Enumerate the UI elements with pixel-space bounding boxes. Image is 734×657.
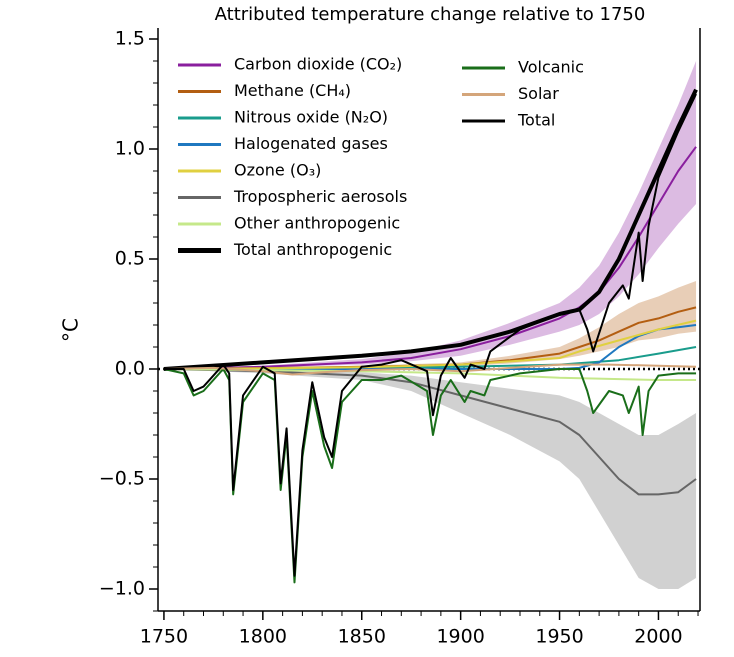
lines bbox=[158, 88, 700, 584]
series-line bbox=[163, 146, 697, 370]
series-line bbox=[163, 93, 697, 577]
x-tick-label: 1850 bbox=[338, 626, 386, 648]
legend-label: Carbon dioxide (CO₂) bbox=[234, 55, 402, 74]
legend-label: Total anthropogenic bbox=[233, 240, 392, 259]
legend-label: Other anthropogenic bbox=[234, 214, 400, 233]
x-tick-label: 1950 bbox=[535, 626, 583, 648]
x-tick-label: 1900 bbox=[436, 626, 484, 648]
y-tick-label: −0.5 bbox=[99, 468, 145, 490]
series-line bbox=[163, 319, 697, 370]
legend-label: Total bbox=[517, 111, 555, 130]
x-tick-label: 1800 bbox=[239, 626, 287, 648]
legend-label: Methane (CH₄) bbox=[234, 81, 351, 100]
y-tick-label: 1.0 bbox=[115, 138, 145, 160]
y-tick-label: 0.0 bbox=[115, 358, 145, 380]
legend-label: Solar bbox=[518, 84, 559, 103]
x-tick-label: 1750 bbox=[140, 626, 188, 648]
series-line bbox=[163, 368, 697, 496]
y-axis-label: °C bbox=[59, 318, 83, 342]
legend-label: Ozone (O₃) bbox=[234, 161, 321, 180]
x-tick-label: 2000 bbox=[634, 626, 682, 648]
legend-label: Tropospheric aerosols bbox=[233, 187, 407, 206]
y-tick-label: 0.5 bbox=[115, 248, 145, 270]
uncertainty-band bbox=[163, 281, 697, 369]
legend-label: Nitrous oxide (N₂O) bbox=[234, 108, 388, 127]
legend-label: Halogenated gases bbox=[234, 134, 388, 153]
y-tick-label: −1.0 bbox=[99, 578, 145, 600]
legend-label: Volcanic bbox=[518, 58, 584, 77]
y-tick-label: 1.5 bbox=[115, 28, 145, 50]
series-line bbox=[163, 363, 697, 376]
chart-title: Attributed temperature change relative t… bbox=[215, 4, 646, 25]
